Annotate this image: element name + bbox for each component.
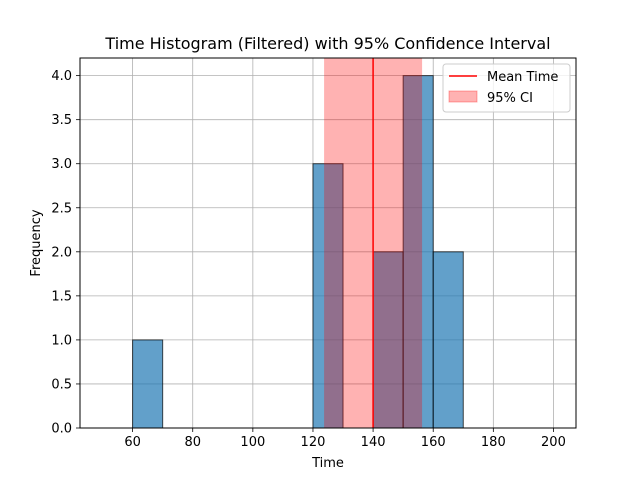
plot-frame <box>79 57 577 429</box>
y-axis-ticks: 0.0 0.5 1.0 1.5 2.0 2.5 3.0 3.5 4.0 <box>51 69 80 437</box>
x-tick-label: 120 <box>301 435 326 450</box>
y-tick-label: 2.0 <box>51 245 72 260</box>
histogram-bar <box>312 163 344 429</box>
histogram-bar <box>432 251 464 429</box>
x-tick-label: 200 <box>541 435 566 450</box>
x-axis-ticks: 60 80 100 120 140 160 180 200 <box>124 428 566 450</box>
x-tick-label: 160 <box>421 435 446 450</box>
x-axis-label: Time <box>311 456 344 471</box>
bars-layer <box>132 75 464 429</box>
histogram-bar <box>132 339 164 429</box>
x-tick-label: 100 <box>240 435 265 450</box>
y-tick-label: 4.0 <box>51 69 72 84</box>
y-tick-label: 0.5 <box>51 377 72 392</box>
x-tick-label: 80 <box>184 435 201 450</box>
y-tick-label: 2.5 <box>51 201 72 216</box>
x-tick-label: 60 <box>124 435 141 450</box>
y-tick-label: 3.0 <box>51 157 72 172</box>
histogram-bar <box>372 251 404 429</box>
legend-mean-label: Mean Time <box>487 70 558 85</box>
x-tick-label: 180 <box>481 435 506 450</box>
x-tick-label: 140 <box>361 435 386 450</box>
y-tick-label: 0.0 <box>51 422 72 437</box>
legend: Mean Time 95% CI <box>442 63 571 113</box>
y-axis-label: Frequency <box>29 209 44 276</box>
y-tick-label: 3.5 <box>51 113 72 128</box>
y-tick-label: 1.0 <box>51 333 72 348</box>
legend-ci-swatch <box>448 90 478 103</box>
y-tick-label: 1.5 <box>51 289 72 304</box>
chart-title: Time Histogram (Filtered) with 95% Confi… <box>104 34 550 53</box>
legend-ci-label: 95% CI <box>487 91 533 106</box>
